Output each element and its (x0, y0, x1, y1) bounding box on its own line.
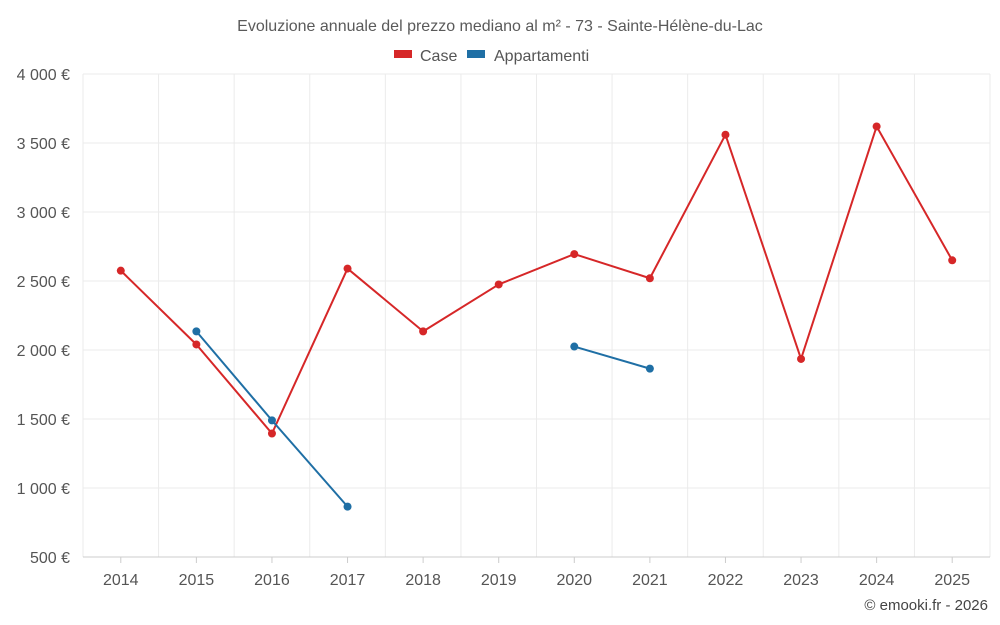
data-point[interactable] (645, 274, 654, 283)
y-tick-label: 2 500 € (17, 274, 70, 291)
x-tick-label: 2019 (481, 572, 517, 589)
chart-title: Evoluzione annuale del prezzo mediano al… (237, 18, 763, 35)
y-tick-label: 3 500 € (17, 136, 70, 153)
y-tick-label: 2 000 € (17, 343, 70, 360)
data-point[interactable] (267, 416, 276, 425)
credit-text: © emooki.fr - 2026 (864, 597, 988, 614)
grid (82, 73, 991, 558)
data-point[interactable] (721, 130, 730, 139)
x-tick-label: 2015 (179, 572, 215, 589)
data-point[interactable] (570, 250, 579, 259)
data-point[interactable] (192, 340, 201, 349)
data-point[interactable] (645, 364, 654, 373)
y-tick-label: 500 € (30, 550, 70, 567)
y-tick-label: 3 000 € (17, 205, 70, 222)
series-line (120, 125, 954, 435)
data-point[interactable] (570, 342, 579, 351)
x-tick-label: 2016 (254, 572, 290, 589)
x-tick-label: 2025 (934, 572, 970, 589)
x-tick-label: 2022 (708, 572, 744, 589)
data-point[interactable] (419, 327, 428, 336)
x-tick-label: 2014 (103, 572, 139, 589)
legend-label: Case (420, 48, 457, 65)
data-point[interactable] (343, 264, 352, 273)
series-case (116, 122, 957, 438)
legend-item-appartamenti[interactable]: Appartamenti (467, 48, 589, 65)
data-point[interactable] (948, 256, 957, 265)
y-tick-label: 1 000 € (17, 481, 70, 498)
legend: Case Appartamenti (394, 48, 589, 65)
x-tick-label: 2018 (405, 572, 441, 589)
x-tick-label: 2024 (859, 572, 895, 589)
legend-swatch (467, 50, 485, 58)
data-point[interactable] (343, 502, 352, 511)
y-tick-label: 4 000 € (17, 67, 70, 84)
legend-label: Appartamenti (494, 48, 589, 65)
series-line (574, 345, 651, 370)
series-appartamenti (192, 327, 654, 511)
legend-swatch (394, 50, 412, 58)
data-point[interactable] (872, 122, 881, 131)
x-tick-label: 2021 (632, 572, 668, 589)
data-point[interactable] (267, 429, 276, 438)
x-tick-label: 2017 (330, 572, 366, 589)
x-tick-label: 2020 (556, 572, 592, 589)
x-tick-label: 2023 (783, 572, 819, 589)
legend-item-case[interactable]: Case (394, 48, 457, 65)
data-point[interactable] (116, 266, 125, 275)
data-point[interactable] (494, 280, 503, 289)
data-point[interactable] (797, 354, 806, 363)
data-point[interactable] (192, 327, 201, 336)
series-layer (116, 122, 957, 511)
axes: 500 € 1 000 € 1 500 € 2 000 € 2 500 € 3 000 €… (17, 67, 990, 589)
y-tick-label: 1 500 € (17, 412, 70, 429)
